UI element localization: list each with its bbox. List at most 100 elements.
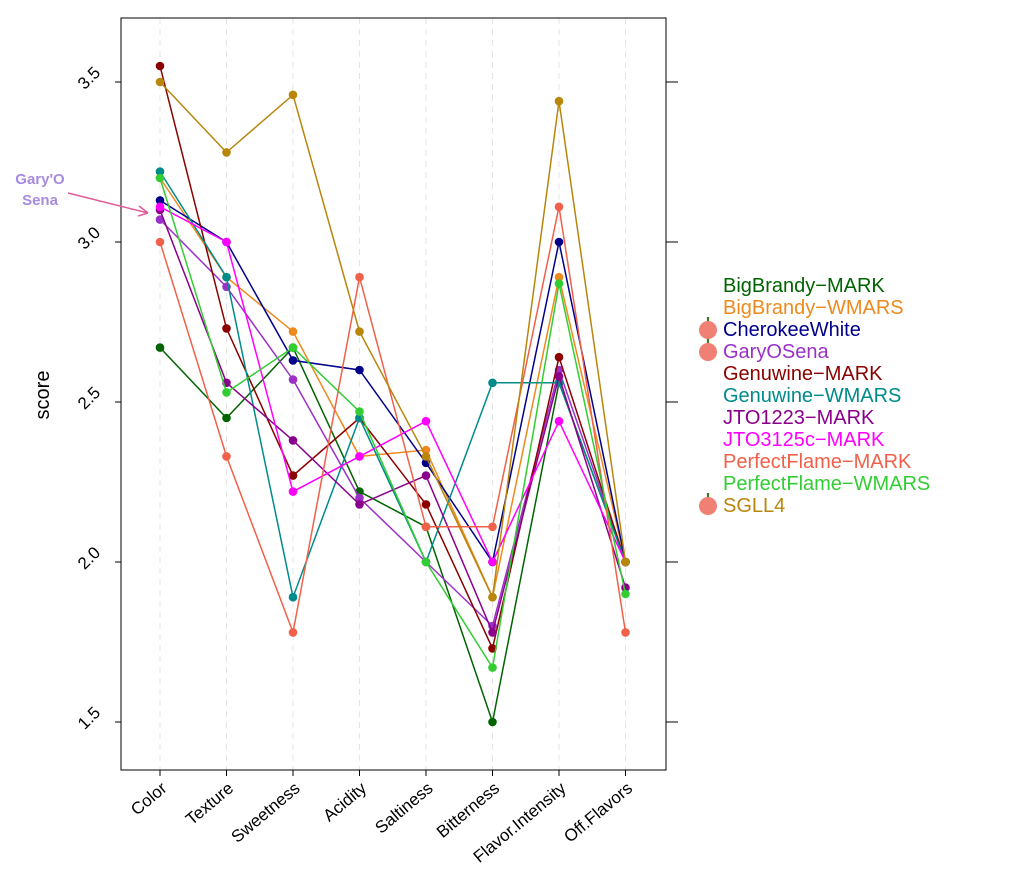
series-line <box>159 206 627 636</box>
data-point <box>155 202 165 212</box>
data-point <box>288 375 298 384</box>
series-line <box>159 81 627 600</box>
data-point <box>355 493 364 503</box>
legend-entry: BigBrandy−WMARS <box>723 297 904 319</box>
data-point <box>421 522 431 532</box>
data-point <box>488 378 497 388</box>
data-point <box>222 237 231 247</box>
data-point <box>155 343 165 352</box>
x-tick-label: Sweetness <box>228 779 304 847</box>
x-tick-label: Saltiness <box>372 779 437 838</box>
y-tick-label: 3.0 <box>74 223 104 253</box>
data-point <box>288 436 298 445</box>
data-point <box>621 628 630 637</box>
data-point <box>155 196 165 205</box>
series-line <box>159 199 627 564</box>
series-jto1223-mark <box>155 205 630 637</box>
data-point <box>554 352 564 362</box>
tomato-body <box>699 321 717 339</box>
data-point <box>288 356 298 365</box>
data-point <box>421 500 431 509</box>
data-point <box>222 413 231 423</box>
data-point <box>288 592 298 602</box>
data-point <box>222 148 231 157</box>
tomato-icon <box>699 317 717 339</box>
series-line <box>159 65 627 651</box>
data-point <box>488 644 497 653</box>
data-point <box>421 471 431 480</box>
tomato-body <box>699 497 717 515</box>
legend-entry: JTO3125c−MARK <box>723 429 885 451</box>
legend-entry: JTO1223−MARK <box>723 407 875 429</box>
tomato-body <box>699 343 717 361</box>
data-point <box>355 272 364 282</box>
data-point <box>488 592 497 602</box>
legend-entry: GaryOSena <box>723 341 829 363</box>
legend-entry: BigBrandy−MARK <box>723 275 885 297</box>
data-point <box>621 589 630 599</box>
data-point <box>488 522 497 532</box>
series-lines <box>155 61 630 727</box>
series-line <box>159 206 627 564</box>
data-point <box>355 365 364 375</box>
tomato-icon <box>699 493 717 515</box>
y-tick-label: 1.5 <box>74 703 104 733</box>
annotation-line-1: Gary'O <box>15 171 65 188</box>
data-point <box>421 416 431 426</box>
y-axis-title: score <box>32 371 54 420</box>
data-point <box>288 487 298 496</box>
annotation-arrowhead <box>137 205 149 217</box>
data-point <box>222 272 231 282</box>
data-point <box>621 557 630 567</box>
data-point <box>222 452 231 461</box>
data-point <box>488 557 497 567</box>
x-tick-label: Color <box>127 778 171 819</box>
plot-frame <box>120 17 667 771</box>
data-point <box>355 407 364 416</box>
gary-osena-annotation: Gary'O Sena <box>15 171 149 217</box>
data-point <box>155 61 165 71</box>
data-point <box>355 500 364 509</box>
series-line <box>159 219 627 628</box>
tomato-icon <box>699 339 717 361</box>
data-point <box>421 452 431 461</box>
legend-entry: SGLL4 <box>723 495 785 517</box>
series-line <box>159 177 627 670</box>
series-line <box>159 346 627 725</box>
data-point <box>355 327 364 336</box>
legend-entry: PerfectFlame−WMARS <box>723 473 930 495</box>
legend-entry: Genuwine−WMARS <box>723 385 901 407</box>
x-tick-label: Off.Flavors <box>560 779 636 847</box>
data-point <box>288 90 298 100</box>
data-point <box>355 452 364 461</box>
data-point <box>222 324 231 333</box>
data-point <box>554 272 564 282</box>
y-tick-label: 3.5 <box>74 63 104 93</box>
data-point <box>155 173 165 183</box>
legend: BigBrandy−MARKBigBrandy−WMARSCherokeeWhi… <box>699 275 930 517</box>
data-point <box>421 557 431 567</box>
data-point <box>155 237 165 247</box>
series-perfectflame-mark <box>155 202 630 637</box>
data-point <box>488 663 497 672</box>
data-point <box>288 327 298 336</box>
y-tick-label: 2.5 <box>74 383 104 413</box>
data-point <box>488 717 497 727</box>
data-point <box>222 388 231 397</box>
data-point <box>554 96 564 106</box>
data-point <box>554 372 564 381</box>
y-tick-label: 2.0 <box>74 543 104 573</box>
data-point <box>155 77 165 87</box>
data-point <box>554 237 564 247</box>
data-point <box>488 628 497 637</box>
data-point <box>554 416 564 426</box>
series-perfectflame-wmars <box>155 173 630 672</box>
legend-entry: CherokeeWhite <box>723 319 861 341</box>
annotation-line-2: Sena <box>22 192 59 209</box>
data-point <box>288 628 298 637</box>
data-point <box>554 279 564 288</box>
legend-entry: PerfectFlame−MARK <box>723 451 912 473</box>
x-tick-label: Texture <box>182 779 237 829</box>
x-tick-label: Acidity <box>319 778 370 825</box>
